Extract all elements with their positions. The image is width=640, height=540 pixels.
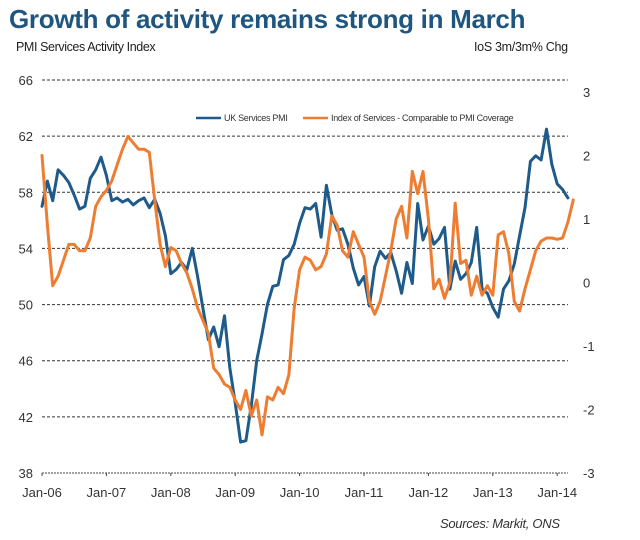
left-tick-label: 58 <box>19 185 33 200</box>
x-tick-label: Jan-09 <box>215 485 255 500</box>
right-tick-label: 2 <box>583 149 590 164</box>
x-tick-label: Jan-13 <box>473 485 513 500</box>
left-tick-label: 62 <box>19 129 33 144</box>
left-tick-label: 66 <box>19 73 33 88</box>
left-axis-label: PMI Services Activity Index <box>16 40 156 54</box>
right-axis-ticks: -3 -2 -1 0 1 2 3 <box>583 85 595 481</box>
left-tick-label: 38 <box>19 466 33 481</box>
uk-services-pmi-line <box>40 127 570 444</box>
right-axis-label: IoS 3m/3m% Chg <box>474 40 568 54</box>
left-tick-label: 50 <box>19 298 33 313</box>
legend-label: UK Services PMI <box>224 113 288 123</box>
right-tick-label: -2 <box>583 403 595 418</box>
right-tick-label: 1 <box>583 212 590 227</box>
right-tick-label: -1 <box>583 339 595 354</box>
legend-label: Index of Services - Comparable to PMI Co… <box>331 113 514 123</box>
x-tick-label: Jan-06 <box>22 485 62 500</box>
left-tick-label: 46 <box>19 354 33 369</box>
x-tick-label: Jan-07 <box>87 485 127 500</box>
source-note: Sources: Markit, ONS <box>440 516 560 531</box>
gridlines <box>42 79 568 418</box>
right-tick-label: -3 <box>583 466 595 481</box>
x-tick-label: Jan-08 <box>151 485 191 500</box>
right-tick-label: 3 <box>583 85 590 100</box>
x-tick-label: Jan-14 <box>537 485 577 500</box>
x-tick-label: Jan-10 <box>280 485 320 500</box>
series-lines <box>40 127 575 444</box>
left-axis-ticks: 38 42 46 50 54 58 62 66 <box>19 73 33 481</box>
legend: UK Services PMI Index of Services - Compa… <box>196 113 514 123</box>
index-of-services-line <box>40 134 575 437</box>
x-axis: Jan-06 Jan-07 Jan-08 Jan-09 Jan-10 Jan-11 Jan-… <box>22 472 577 500</box>
x-tick-label: Jan-11 <box>345 485 384 500</box>
left-tick-label: 42 <box>19 410 33 425</box>
right-tick-label: 0 <box>583 276 590 291</box>
chart-title: Growth of activity remains strong in Mar… <box>9 4 526 34</box>
x-tick-label: Jan-12 <box>409 485 449 500</box>
left-tick-label: 54 <box>19 241 33 256</box>
